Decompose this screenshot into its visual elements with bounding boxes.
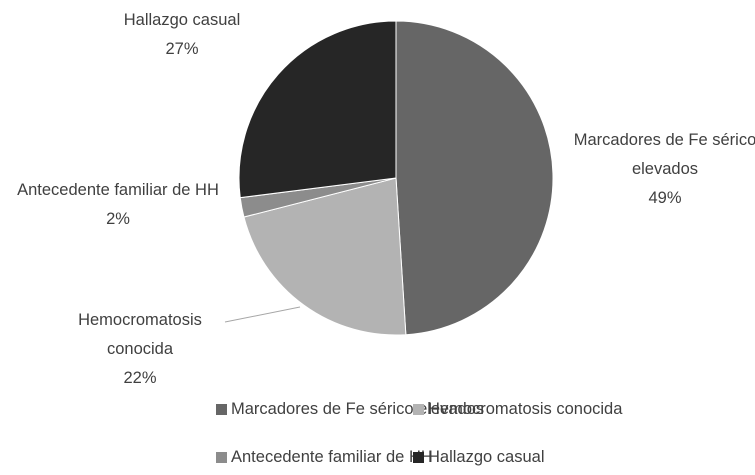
data-label: Hallazgo casual 27% [72, 6, 292, 64]
legend-label: Hallazgo casual [428, 448, 545, 466]
data-label-value: 2% [106, 210, 130, 228]
data-label-value: 27% [165, 40, 199, 58]
data-label-name: Hallazgo casual [123, 11, 241, 29]
data-label-name: Antecedente familiar de HH [17, 181, 219, 199]
legend-swatch [413, 452, 424, 463]
legend-item: Hemocromatosis conocida [413, 400, 622, 419]
legend-swatch [216, 452, 227, 463]
legend-item: Hallazgo casual [413, 448, 544, 467]
pie-slice [243, 177, 407, 336]
data-label-value: 49% [648, 189, 682, 207]
data-label: Antecedente familiar de HH 2% [3, 176, 233, 234]
pie-slice [238, 20, 397, 199]
legend-swatch [413, 404, 424, 415]
data-label-name: Marcadores de Fe sérico elevados [573, 131, 755, 178]
legend-label: Antecedente familiar de HH [231, 448, 433, 466]
leader-line [224, 306, 301, 323]
legend-item: Antecedente familiar de HH [216, 448, 433, 467]
data-label-value: 22% [123, 369, 157, 387]
legend-swatch [216, 404, 227, 415]
pie-slice [395, 20, 554, 336]
data-label-name: Hemocromatosis conocida [78, 311, 202, 358]
data-label: Marcadores de Fe sérico elevados 49% [570, 126, 755, 213]
data-label: Hemocromatosis conocida 22% [60, 306, 220, 393]
legend-label: Hemocromatosis conocida [428, 400, 623, 418]
